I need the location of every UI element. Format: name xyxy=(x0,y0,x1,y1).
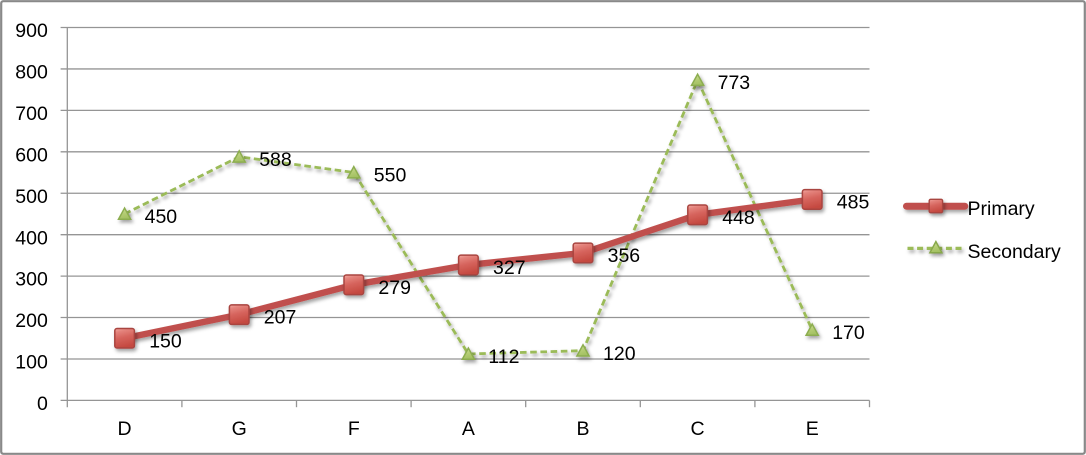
svg-text:400: 400 xyxy=(15,227,48,249)
svg-text:G: G xyxy=(232,418,247,440)
svg-text:F: F xyxy=(348,418,360,440)
svg-text:700: 700 xyxy=(15,103,48,125)
svg-text:900: 900 xyxy=(15,20,48,42)
svg-text:B: B xyxy=(576,418,589,440)
svg-text:450: 450 xyxy=(145,206,178,228)
svg-text:600: 600 xyxy=(15,144,48,166)
svg-text:207: 207 xyxy=(264,307,297,329)
svg-text:100: 100 xyxy=(15,352,48,374)
svg-text:500: 500 xyxy=(15,186,48,208)
svg-text:588: 588 xyxy=(259,149,292,171)
svg-text:170: 170 xyxy=(832,322,865,344)
svg-text:0: 0 xyxy=(37,393,48,415)
svg-text:550: 550 xyxy=(374,165,407,187)
svg-text:Secondary: Secondary xyxy=(968,241,1061,263)
svg-text:Primary: Primary xyxy=(968,198,1035,220)
svg-text:279: 279 xyxy=(378,277,411,299)
svg-text:485: 485 xyxy=(837,192,870,214)
svg-text:200: 200 xyxy=(15,310,48,332)
svg-text:C: C xyxy=(691,418,705,440)
svg-text:E: E xyxy=(806,418,819,440)
svg-text:D: D xyxy=(118,418,132,440)
svg-text:773: 773 xyxy=(718,72,751,94)
svg-text:800: 800 xyxy=(15,62,48,84)
svg-text:120: 120 xyxy=(603,343,636,365)
svg-text:448: 448 xyxy=(722,207,755,229)
svg-text:A: A xyxy=(462,418,475,440)
svg-text:327: 327 xyxy=(493,257,526,279)
svg-text:300: 300 xyxy=(15,269,48,291)
svg-text:150: 150 xyxy=(149,330,182,352)
svg-text:112: 112 xyxy=(488,346,519,368)
svg-text:356: 356 xyxy=(608,245,641,267)
